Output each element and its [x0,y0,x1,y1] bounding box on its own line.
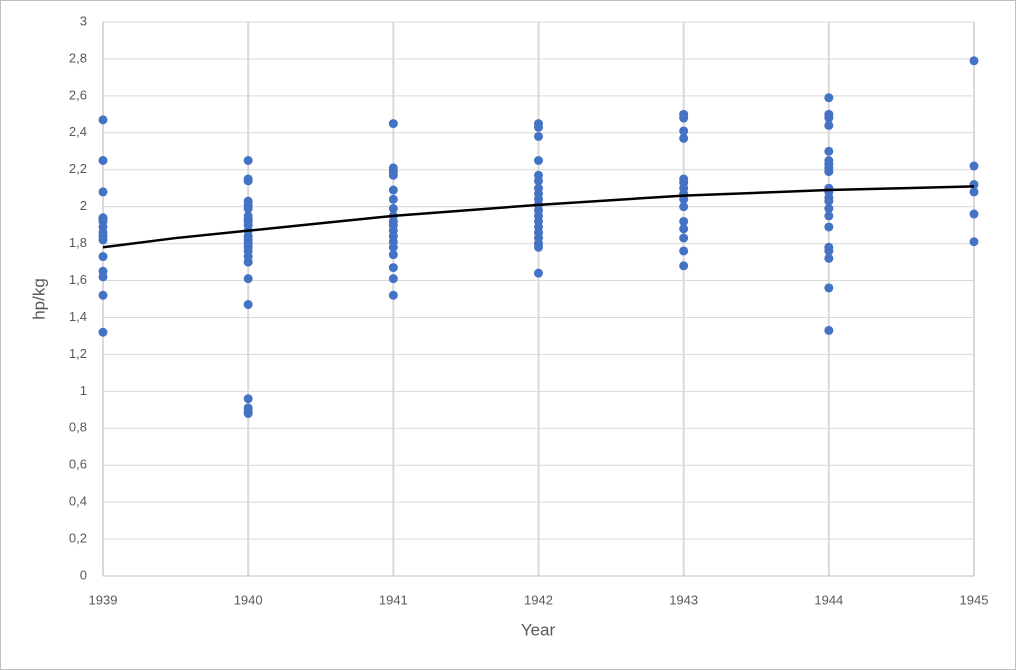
point [534,156,543,165]
point [679,113,689,123]
point [388,290,398,300]
y-tick-label: 1,6 [69,272,87,287]
y-tick-label: 1 [80,383,87,398]
point [679,224,689,234]
y-tick-label: 1,2 [69,346,87,361]
point [824,283,834,293]
point [679,126,689,136]
y-tick-label: 2,4 [69,124,87,139]
point [388,170,398,180]
point [98,187,108,197]
x-axis-title: Year [521,620,556,639]
y-tick-label: 0,2 [69,531,87,546]
point [534,268,543,278]
point [534,131,543,141]
point [98,235,108,245]
point [98,252,108,262]
point [824,167,834,177]
y-tick-label: 0 [80,567,87,582]
point [243,274,253,284]
x-tick-label: 1945 [960,592,989,607]
y-tick-label: 2,6 [69,87,87,102]
point [388,204,398,214]
point [969,187,979,197]
point [534,242,543,252]
point [679,246,689,256]
point [679,194,689,204]
point [98,115,108,125]
point [243,394,253,404]
point [388,250,398,260]
point [969,56,979,66]
x-tick-label: 1940 [234,592,263,607]
point [824,204,834,214]
point [969,161,979,171]
point [98,290,108,300]
trend-line [102,185,975,249]
point [534,122,543,132]
point [98,272,108,282]
point [824,253,834,263]
point [679,216,689,226]
point [824,146,834,156]
point [824,113,834,123]
point [824,211,834,221]
point [824,120,834,130]
x-tick-label: 1939 [89,592,118,607]
point [388,185,398,195]
point [824,93,834,103]
y-tick-label: 0,8 [69,420,87,435]
y-tick-label: 2 [80,198,87,213]
y-tick-label: 1,8 [69,235,87,250]
point [679,133,689,143]
point [243,300,253,310]
y-axis-title: hp/kg [29,278,48,320]
y-tick-label: 1,4 [69,309,87,324]
point [98,156,108,165]
y-tick-label: 0,4 [69,494,87,509]
point [388,194,398,204]
point [824,196,834,206]
y-tick-label: 2,8 [69,50,87,65]
point [534,176,543,186]
x-tick-label: 1943 [669,592,698,607]
y-tick-label: 2,2 [69,161,87,176]
point [679,261,689,271]
y-tick-label: 3 [80,13,87,28]
point [388,242,398,252]
x-tick-label: 1941 [379,592,408,607]
point [679,233,689,243]
point [388,274,398,284]
point [243,156,253,165]
y-tick-label: 0,6 [69,457,87,472]
point [243,257,253,267]
x-tick-label: 1942 [524,592,553,607]
point [243,204,253,214]
point [98,327,108,337]
point [243,176,253,186]
point [824,325,834,335]
point [824,246,834,256]
point [679,202,689,212]
point [243,408,253,418]
x-tick-label: 1944 [814,592,843,607]
point [388,119,398,129]
point [824,222,834,232]
point [388,263,398,273]
point [969,209,979,219]
point [969,237,979,247]
